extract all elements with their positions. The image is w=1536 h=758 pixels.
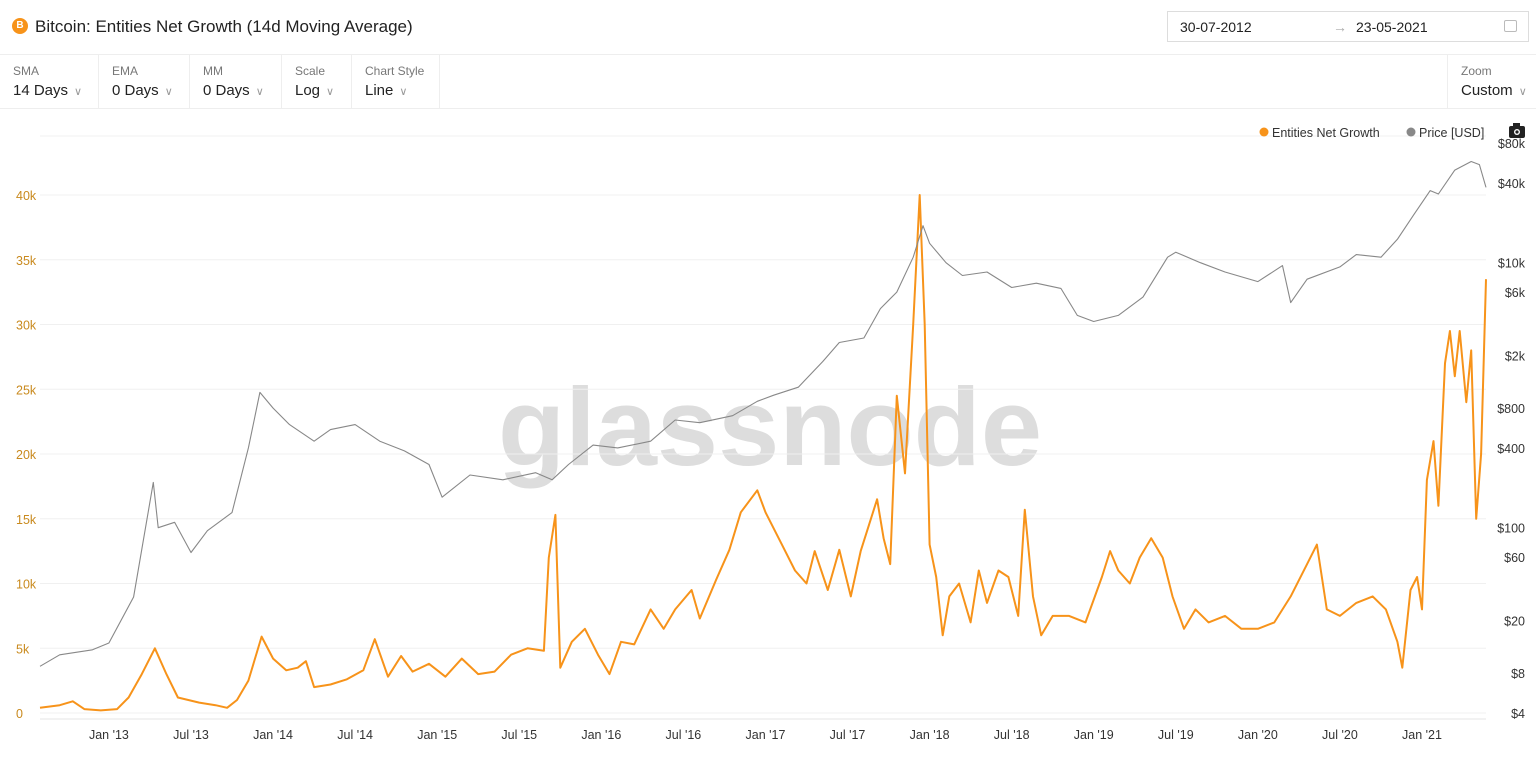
y-right-tick: $800 — [1497, 402, 1525, 416]
chevron-down-icon: ∨ — [255, 86, 264, 98]
x-tick: Jan '20 — [1238, 728, 1278, 742]
camera-icon[interactable] — [1509, 123, 1525, 138]
y-right-tick: $20 — [1504, 614, 1525, 628]
y-left-tick: 25k — [16, 383, 37, 397]
mm-select[interactable]: MM 0 Days ∨ — [190, 55, 282, 108]
date-range-picker[interactable]: 30-07-2012 → 23-05-2021 — [1167, 11, 1529, 42]
sma-select[interactable]: SMA 14 Days ∨ — [0, 55, 99, 108]
x-tick: Jan '13 — [89, 728, 129, 742]
chevron-down-icon: ∨ — [326, 86, 335, 98]
zoom-value: Custom — [1461, 82, 1513, 99]
legend-marker-price — [1406, 127, 1416, 137]
y-right-tick: $400 — [1497, 442, 1525, 456]
y-left-tick: 10k — [16, 578, 37, 592]
x-tick: Jan '19 — [1074, 728, 1114, 742]
x-tick: Jan '18 — [910, 728, 950, 742]
x-tick: Jul '17 — [830, 728, 866, 742]
zoom-label: Zoom — [1461, 64, 1492, 78]
y-right-tick: $40k — [1498, 177, 1526, 191]
x-tick: Jan '14 — [253, 728, 293, 742]
legend-marker-entities — [1259, 127, 1269, 137]
x-tick: Jul '15 — [501, 728, 537, 742]
y-right-tick: $8 — [1511, 667, 1525, 681]
scale-label: Scale — [295, 64, 326, 78]
bitcoin-icon: B — [12, 18, 28, 34]
ema-select[interactable]: EMA 0 Days ∨ — [99, 55, 190, 108]
ema-label: EMA — [112, 64, 139, 78]
scale-select[interactable]: Scale Log ∨ — [282, 55, 352, 108]
x-tick: Jul '14 — [337, 728, 373, 742]
y-left-tick: 15k — [16, 513, 37, 527]
chevron-down-icon: ∨ — [74, 86, 83, 98]
y-right-tick: $80k — [1498, 137, 1526, 151]
y-right-tick: $6k — [1505, 286, 1526, 300]
x-tick: Jul '16 — [666, 728, 702, 742]
date-to[interactable]: 23-05-2021 — [1356, 19, 1428, 35]
zoom-select[interactable]: Zoom Custom ∨ — [1447, 55, 1536, 108]
x-tick: Jul '20 — [1322, 728, 1358, 742]
x-tick: Jul '13 — [173, 728, 209, 742]
page-title: Bitcoin: Entities Net Growth (14d Moving… — [35, 17, 413, 36]
mm-value: 0 Days — [203, 82, 250, 99]
date-from[interactable]: 30-07-2012 — [1180, 19, 1252, 35]
watermark: glassnode — [498, 366, 1042, 489]
chevron-down-icon: ∨ — [1518, 86, 1527, 98]
chart-style-label: Chart Style — [365, 64, 425, 78]
y-left-tick: 0 — [16, 707, 23, 721]
x-tick: Jan '17 — [746, 728, 786, 742]
legend-entities[interactable]: Entities Net Growth — [1272, 126, 1380, 140]
chevron-down-icon: ∨ — [164, 86, 173, 98]
chart: glassnode 0 5k 10k 15k 20k 25k 30k 35k 40k $4 $8 $2… — [16, 123, 1526, 742]
legend-price[interactable]: Price [USD] — [1419, 126, 1484, 140]
sma-label: SMA — [13, 64, 40, 78]
y-right-tick: $10k — [1498, 257, 1526, 271]
header: B Bitcoin: Entities Net Growth (14d Movi… — [0, 0, 1536, 55]
legend: Entities Net Growth Price [USD] — [1259, 123, 1525, 140]
scale-value: Log — [295, 82, 321, 99]
y-left-tick: 5k — [16, 642, 30, 656]
mm-label: MM — [203, 64, 223, 78]
sma-value: 14 Days — [13, 82, 69, 99]
y-left-tick: 40k — [16, 189, 37, 203]
toolbar: SMA 14 Days ∨ EMA 0 Days ∨ MM 0 Days ∨ Scale Lo… — [0, 55, 1536, 109]
y-left-tick: 20k — [16, 448, 37, 462]
calendar-icon[interactable] — [1504, 20, 1517, 32]
entities-net-growth-line — [39, 194, 1487, 712]
price-line — [39, 160, 1487, 667]
y-left-tick: 30k — [16, 319, 37, 333]
arrow-icon: → — [1333, 19, 1347, 35]
chevron-down-icon: ∨ — [399, 86, 408, 98]
y-right-tick: $2k — [1505, 349, 1526, 363]
ema-value: 0 Days — [112, 82, 159, 99]
x-tick: Jul '19 — [1158, 728, 1194, 742]
x-tick: Jan '21 — [1402, 728, 1442, 742]
y-right-tick: $100 — [1497, 522, 1525, 536]
chart-style-select[interactable]: Chart Style Line ∨ — [352, 55, 440, 108]
y-left-tick: 35k — [16, 254, 37, 268]
y-right-tick: $4 — [1511, 707, 1525, 721]
x-tick: Jul '18 — [994, 728, 1030, 742]
x-tick: Jan '15 — [417, 728, 457, 742]
x-tick: Jan '16 — [581, 728, 621, 742]
y-right-tick: $60 — [1504, 551, 1525, 565]
chart-style-value: Line — [365, 82, 394, 99]
